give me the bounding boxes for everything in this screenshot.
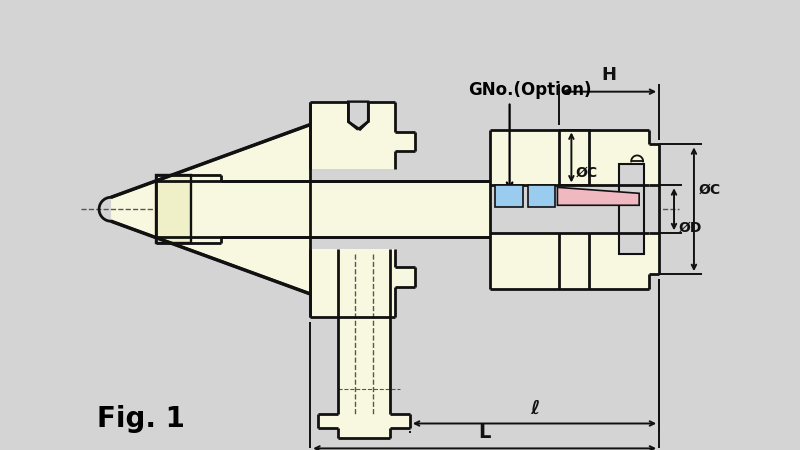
Text: ØC: ØC xyxy=(575,166,598,180)
Text: Fig. 1: Fig. 1 xyxy=(97,405,185,432)
Polygon shape xyxy=(490,185,659,233)
Text: L: L xyxy=(478,423,491,442)
Text: GNo.(Option): GNo.(Option) xyxy=(468,81,591,99)
Polygon shape xyxy=(490,185,659,233)
Polygon shape xyxy=(111,125,310,294)
Polygon shape xyxy=(221,181,490,237)
Polygon shape xyxy=(619,164,644,254)
Polygon shape xyxy=(310,249,415,317)
Polygon shape xyxy=(490,130,659,289)
Text: ØC: ØC xyxy=(699,182,721,196)
Polygon shape xyxy=(156,176,190,243)
Text: H: H xyxy=(602,66,617,84)
Polygon shape xyxy=(156,176,310,243)
Polygon shape xyxy=(494,185,522,207)
Polygon shape xyxy=(348,102,368,130)
Text: ℓ: ℓ xyxy=(530,399,539,418)
Polygon shape xyxy=(310,102,415,169)
Polygon shape xyxy=(527,185,555,207)
Polygon shape xyxy=(558,187,639,205)
Text: ØD: ØD xyxy=(679,220,702,234)
Polygon shape xyxy=(318,249,410,438)
